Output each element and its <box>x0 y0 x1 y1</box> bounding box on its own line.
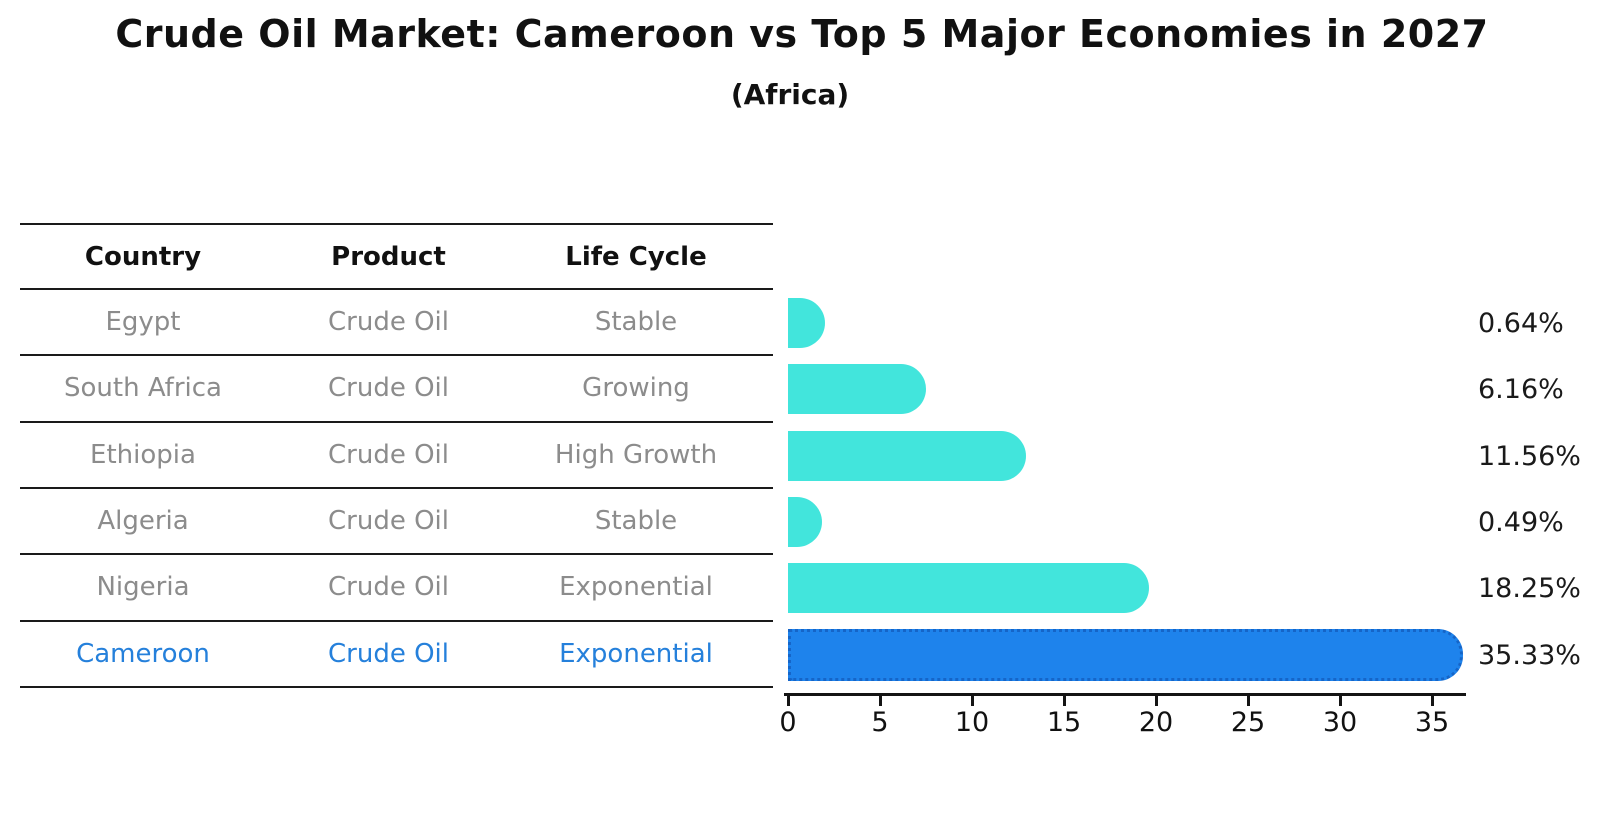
column-header-country: Country <box>84 241 202 272</box>
cell-country: Egypt <box>105 307 181 338</box>
cell-product: Crude Oil <box>328 506 449 537</box>
x-axis-tick <box>1155 696 1158 706</box>
cell-life-cycle: Exponential <box>559 572 713 603</box>
bar-nigeria <box>788 563 1149 614</box>
x-axis-tick-label: 30 <box>1322 707 1358 738</box>
value-label-ethiopia: 11.56% <box>1478 440 1581 472</box>
cell-life-cycle: Stable <box>594 506 678 537</box>
x-axis-tick-label: 0 <box>779 707 797 738</box>
cell-product: Crude Oil <box>328 638 449 669</box>
x-axis-tick <box>1063 696 1066 706</box>
cell-country: Algeria <box>97 506 189 537</box>
value-label-south-africa: 6.16% <box>1478 373 1564 405</box>
cell-product: Crude Oil <box>328 307 449 338</box>
cell-product: Crude Oil <box>328 373 449 404</box>
cell-life-cycle: High Growth <box>554 439 718 470</box>
x-axis-tick <box>1247 696 1250 706</box>
cell-life-cycle: Exponential <box>559 638 713 669</box>
x-axis-tick <box>1431 696 1434 706</box>
table-row: Ethiopia Crude Oil High Growth <box>20 423 773 489</box>
chart-title: Crude Oil Market: Cameroon vs Top 5 Majo… <box>115 12 1489 56</box>
country-table: Country Product Life Cycle Egypt Crude O… <box>20 223 773 688</box>
x-axis-line <box>784 693 1466 696</box>
table-header-row: Country Product Life Cycle <box>20 223 773 290</box>
bar-row-cameroon <box>788 622 1464 688</box>
cell-country: South Africa <box>64 373 222 404</box>
table-row-highlight-cameroon: Cameroon Crude Oil Exponential <box>20 622 773 688</box>
cell-product: Crude Oil <box>328 572 449 603</box>
bar-south-africa <box>788 364 927 415</box>
chart-subtitle: (Africa) <box>730 78 850 111</box>
cell-life-cycle: Stable <box>594 307 678 338</box>
bar-row-algeria <box>788 489 823 555</box>
bar-row-egypt <box>788 290 825 356</box>
x-axis-tick <box>879 696 882 706</box>
x-axis-tick-label: 5 <box>871 707 889 738</box>
cell-life-cycle: Growing <box>582 373 690 404</box>
cell-country: Nigeria <box>96 572 190 603</box>
value-label-cameroon: 35.33% <box>1478 639 1581 671</box>
table-row: South Africa Crude Oil Growing <box>20 356 773 423</box>
value-label-nigeria: 18.25% <box>1478 572 1581 604</box>
x-axis-tick-label: 35 <box>1414 707 1450 738</box>
bar-cameroon-highlighted <box>788 629 1464 682</box>
bar-egypt <box>788 298 825 349</box>
cell-country: Ethiopia <box>90 439 196 470</box>
x-axis-tick <box>787 696 790 706</box>
x-axis-tick <box>1339 696 1342 706</box>
column-header-life-cycle: Life Cycle <box>565 241 707 272</box>
bar-row-ethiopia <box>788 423 1026 489</box>
x-axis-tick-label: 20 <box>1138 707 1174 738</box>
x-axis-tick-label: 10 <box>954 707 990 738</box>
cell-country: Cameroon <box>76 638 210 669</box>
bar-algeria <box>788 497 823 548</box>
table-row: Egypt Crude Oil Stable <box>20 290 773 357</box>
x-axis-tick-label: 25 <box>1230 707 1266 738</box>
bar-row-south-africa <box>788 356 927 422</box>
table-row: Nigeria Crude Oil Exponential <box>20 555 773 622</box>
bar-ethiopia <box>788 431 1026 482</box>
column-header-product: Product <box>331 241 446 272</box>
x-axis-tick <box>971 696 974 706</box>
table-row: Algeria Crude Oil Stable <box>20 489 773 556</box>
bar-row-nigeria <box>788 555 1149 621</box>
value-label-egypt: 0.64% <box>1478 307 1564 339</box>
x-axis-tick-label: 15 <box>1046 707 1082 738</box>
value-label-algeria: 0.49% <box>1478 506 1564 538</box>
cell-product: Crude Oil <box>328 439 449 470</box>
